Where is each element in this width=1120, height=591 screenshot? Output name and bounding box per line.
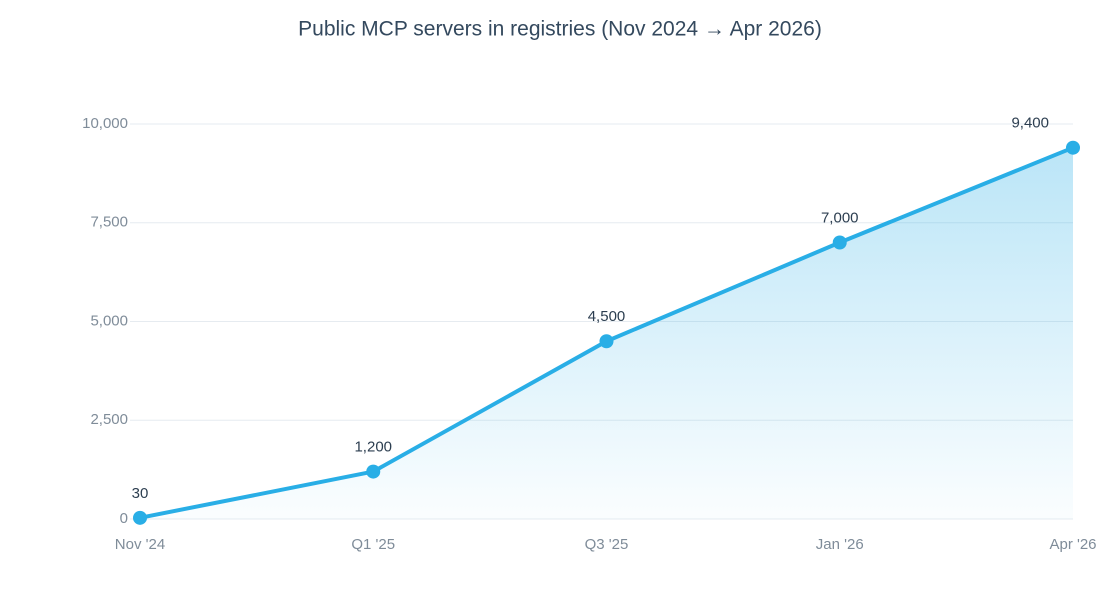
value-label: 1,200 [354,439,392,456]
value-label: 30 [132,485,149,502]
area [140,147,1073,519]
x-tick-label: Apr '26 [1049,536,1096,553]
data-point [133,510,147,525]
data-point [366,464,381,479]
value-label: 7,000 [821,209,859,226]
y-tick-label: 0 [120,510,128,527]
x-tick-label: Q3 '25 [585,536,629,553]
chart-title: Public MCP servers in registries (Nov 20… [298,18,822,41]
y-tick-label: 5,000 [90,312,128,329]
x-tick-label: Jan '26 [816,536,864,553]
y-tick-label: 10,000 [82,115,128,132]
x-tick-label: Q1 '25 [351,536,395,553]
data-point [832,235,847,250]
y-tick-label: 7,500 [90,214,128,231]
value-label: 4,500 [588,308,626,325]
x-tick-label: Nov '24 [115,536,165,553]
value-label: 9,400 [1011,115,1049,132]
data-point [599,334,614,349]
data-point [1066,140,1080,155]
y-tick-label: 2,500 [90,411,128,428]
